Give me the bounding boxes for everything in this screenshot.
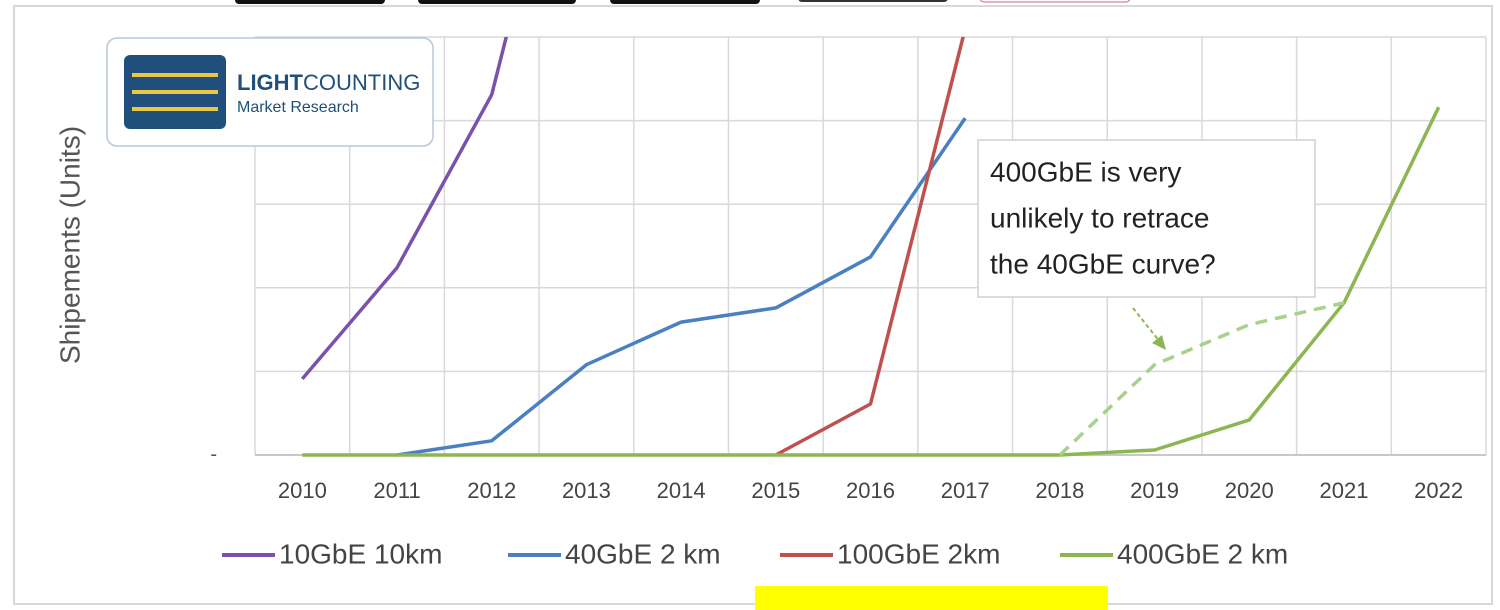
annotation-arrow [1132, 307, 1161, 343]
legend-label: 400GbE 2 km [1117, 538, 1288, 569]
series-line [396, 117, 967, 457]
annotation-arrowhead [1152, 335, 1166, 350]
series-line [774, 37, 965, 457]
series-line [302, 106, 1441, 457]
top-button [235, 0, 385, 4]
x-tick-label: 2017 [941, 478, 990, 503]
x-tick-label: 2022 [1414, 478, 1463, 503]
annotation-text: unlikely to retrace [990, 202, 1209, 233]
annotation-text: the 40GbE curve? [990, 248, 1216, 279]
annotation-box [977, 139, 1316, 298]
plot [254, 36, 1487, 457]
top-button [610, 0, 760, 4]
x-tick-label: 2013 [562, 478, 611, 503]
x-tick-label: 2016 [846, 478, 895, 503]
y-tick-label: - [210, 443, 217, 465]
highlight-box [755, 586, 1108, 610]
x-tick-label: 2021 [1319, 478, 1368, 503]
y-axis-label: Shipements (Units) [54, 126, 85, 364]
x-tick-label: 2011 [373, 478, 420, 503]
x-tick-label: 2015 [751, 478, 800, 503]
series-line [300, 37, 509, 381]
x-tick-label: 2018 [1035, 478, 1084, 503]
annotation-text: 400GbE is very [990, 156, 1181, 187]
logo: LIGHTCOUNTING Market Research [106, 37, 434, 147]
top-button [418, 0, 576, 4]
top-button [798, 0, 948, 2]
x-tick-label: 2014 [657, 478, 706, 503]
legend-label: 10GbE 10km [279, 538, 442, 569]
logo-brand-rest: COUNTING [303, 70, 420, 95]
x-tick-label: 2012 [467, 478, 516, 503]
logo-brand: LIGHTCOUNTING [237, 70, 420, 95]
top-button [979, 0, 1131, 3]
legend-label: 40GbE 2 km [565, 538, 721, 569]
logo-brand-bold: LIGHT [237, 70, 304, 95]
x-tick-label: 2010 [278, 478, 327, 503]
projection-line [1058, 301, 1345, 457]
logo-abacus [132, 73, 218, 111]
logo-subtitle: Market Research [237, 99, 359, 116]
x-tick-label: 2020 [1225, 478, 1274, 503]
legend-label: 100GbE 2km [837, 538, 1000, 569]
x-tick-label: 2019 [1130, 478, 1179, 503]
